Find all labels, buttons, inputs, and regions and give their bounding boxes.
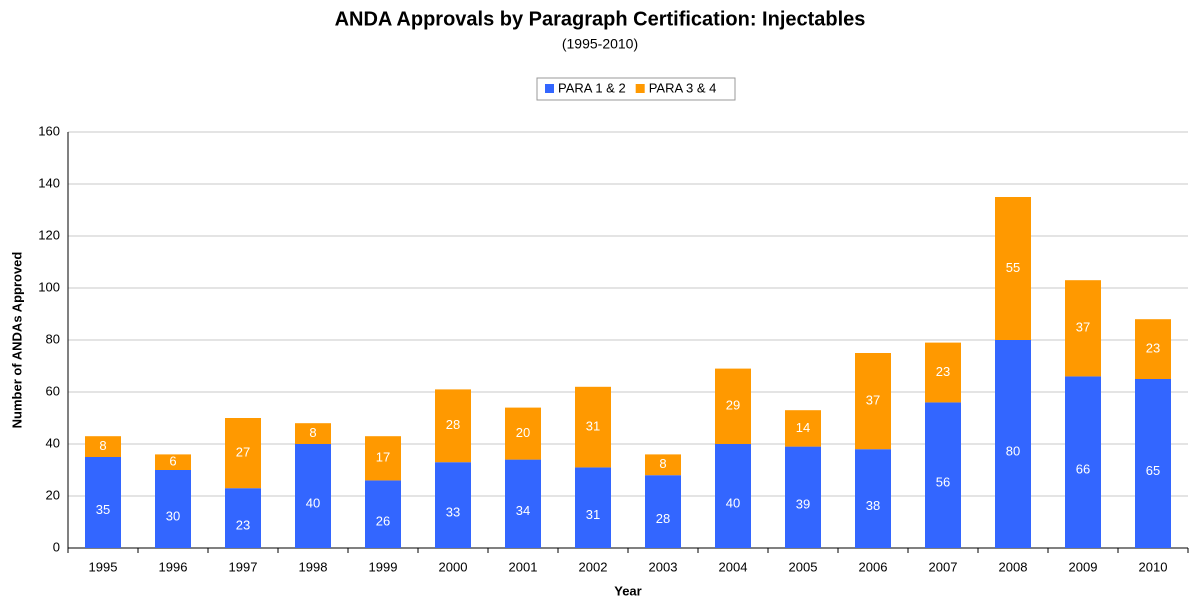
bar-segment [85,436,121,457]
value-label: 31 [586,507,600,522]
value-label: 37 [866,393,880,408]
bar-segment [295,423,331,444]
bar-segment [995,197,1031,340]
x-tick-label: 2001 [509,559,538,574]
x-tick-label: 2003 [649,559,678,574]
bar-segment [645,475,681,548]
value-label: 23 [936,364,950,379]
bar-segment [365,480,401,548]
x-tick-label: 1999 [369,559,398,574]
value-label: 23 [236,518,250,533]
value-label: 65 [1146,463,1160,478]
bar-segment [575,386,611,468]
chart-title: ANDA Approvals by Paragraph Certificatio… [335,8,866,30]
value-label: 40 [306,495,320,510]
value-label: 8 [99,438,106,453]
x-tick-label: 2009 [1069,559,1098,574]
x-tick-label: 2000 [439,559,468,574]
y-tick-label: 100 [38,279,60,294]
value-label: 8 [309,425,316,440]
y-tick-label: 120 [38,227,60,242]
bar-segment [505,459,541,548]
bar-segment [365,436,401,481]
value-label: 34 [516,503,530,518]
value-label: 23 [1146,341,1160,356]
value-label: 33 [446,505,460,520]
y-tick-label: 20 [46,487,60,502]
bar-segment [1065,376,1101,548]
value-label: 37 [1076,320,1090,335]
bar-segment [715,444,751,548]
value-label: 31 [586,419,600,434]
value-label: 40 [726,495,740,510]
bar-segment [925,342,961,403]
value-label: 20 [516,425,530,440]
bar-segment [785,446,821,548]
legend-swatch [545,84,554,93]
value-label: 8 [659,456,666,471]
bar-segment [435,462,471,548]
x-tick-label: 1998 [299,559,328,574]
bar-segment [995,340,1031,548]
x-tick-label: 2010 [1139,559,1168,574]
x-tick-label: 2004 [719,559,748,574]
bar-segment [575,467,611,548]
bar-segment [1135,319,1171,379]
value-label: 14 [796,420,810,435]
value-label: 28 [446,417,460,432]
bar-segment [155,470,191,548]
value-label: 30 [166,508,180,523]
bar-segment [645,454,681,476]
bar-segment [225,418,261,489]
bar-segment [295,444,331,548]
bar-segment [855,353,891,450]
bar-segment [435,389,471,463]
value-label: 56 [936,475,950,490]
legend-label: PARA 1 & 2 [558,80,626,95]
legend-label: PARA 3 & 4 [649,80,717,95]
value-label: 39 [796,497,810,512]
x-tick-label: 1997 [229,559,258,574]
x-tick-label: 2005 [789,559,818,574]
x-tick-label: 1996 [159,559,188,574]
chart-subtitle: (1995-2010) [562,36,638,52]
y-axis-label: Number of ANDAs Approved [9,252,24,429]
bar-segment [925,402,961,548]
value-label: 35 [96,502,110,517]
value-label: 38 [866,498,880,513]
x-tick-label: 1995 [89,559,118,574]
bar-segment [85,457,121,548]
y-tick-label: 80 [46,331,60,346]
x-tick-label: 2007 [929,559,958,574]
value-label: 6 [169,454,176,469]
value-label: 28 [656,511,670,526]
x-axis-label: Year [614,583,641,598]
value-label: 17 [376,450,390,465]
bar-segment [505,407,541,460]
y-tick-label: 140 [38,175,60,190]
y-tick-label: 60 [46,383,60,398]
bar-segment [1135,379,1171,548]
bar-segment [155,454,191,470]
value-label: 55 [1006,260,1020,275]
value-label: 80 [1006,443,1020,458]
bar-segment [1065,280,1101,377]
y-tick-label: 40 [46,435,60,450]
y-tick-label: 0 [53,539,60,554]
y-tick-label: 160 [38,123,60,138]
bar-segment [225,488,261,548]
bar-segment [855,449,891,548]
legend-swatch [635,84,645,93]
value-label: 29 [726,398,740,413]
bar-segment [715,368,751,444]
x-tick-label: 2006 [859,559,888,574]
x-tick-label: 2002 [579,559,608,574]
x-tick-label: 2008 [999,559,1028,574]
value-label: 66 [1076,462,1090,477]
value-label: 27 [236,445,250,460]
bar-segment [785,410,821,447]
value-label: 26 [376,514,390,529]
